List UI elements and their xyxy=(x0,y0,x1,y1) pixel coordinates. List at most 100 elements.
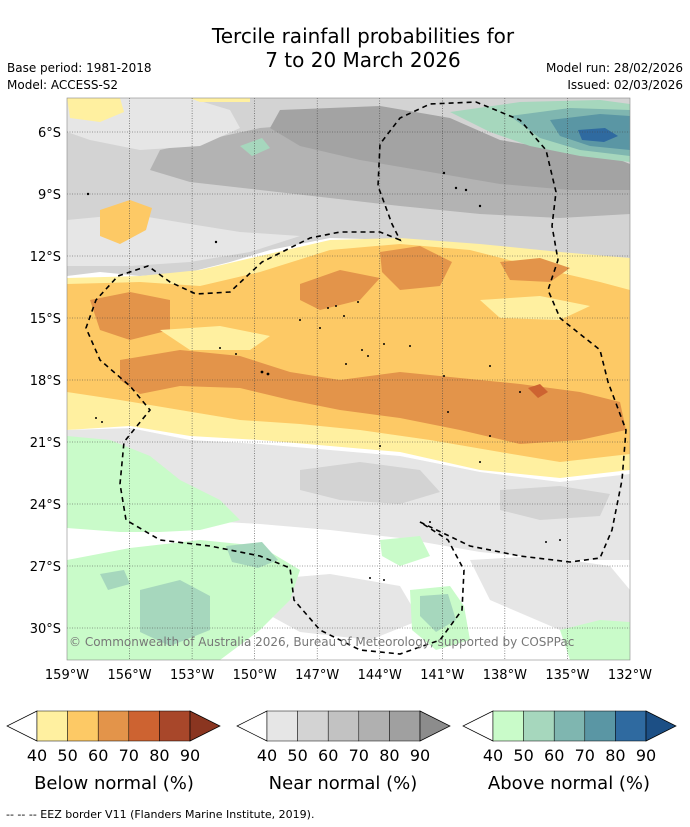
above-normal-patch-ne-darkest xyxy=(578,128,618,142)
legend-color-box xyxy=(67,710,99,742)
lon-tick-label: 144°W xyxy=(358,668,402,683)
legend-tick-label: 90 xyxy=(410,746,430,765)
lat-tick-label: 27°S xyxy=(30,560,61,575)
title-line-1: Tercile rainfall probabilities for xyxy=(211,24,515,48)
legend-extend-left xyxy=(236,710,268,742)
below-normal-strip-top xyxy=(190,98,250,102)
legend-tick-label: 80 xyxy=(605,746,625,765)
legend-title: Above normal (%) xyxy=(488,773,650,794)
map-area: © Commonwealth of Australia 2026, Bureau… xyxy=(67,98,630,660)
longitude-ticks: 159°W 156°W 153°W 150°W 147°W 144°W 141°W 138°W… xyxy=(45,668,652,683)
legend-tick-label: 60 xyxy=(88,746,108,765)
legend-color-box xyxy=(492,710,524,742)
legend-color-box xyxy=(97,710,130,742)
legend-tick-label: 90 xyxy=(180,746,200,765)
legend-extend-left xyxy=(6,710,38,742)
lat-tick-label: 12°S xyxy=(30,250,61,265)
legend-tick-label: 90 xyxy=(636,746,656,765)
legend-color-box xyxy=(523,710,555,742)
legend-tick-label: 70 xyxy=(575,746,595,765)
legend-tick-label: 60 xyxy=(544,746,564,765)
legend-title: Near normal (%) xyxy=(269,773,418,794)
legend-tick-label: 70 xyxy=(349,746,369,765)
eez-note: -- -- -- EEZ border V11 (Flanders Marine… xyxy=(6,808,315,821)
legend-color-box xyxy=(266,710,298,742)
below-normal-patch-nw xyxy=(67,98,124,122)
legend-0: 40 50 60 70 80 90 Below normal (%) xyxy=(6,710,221,794)
legend-tick-label: 40 xyxy=(27,746,47,765)
lat-tick-label: 9°S xyxy=(38,188,61,203)
below-normal-70-blob-1 xyxy=(90,292,170,340)
chart-title: Tercile rainfall probabilities for 7 to … xyxy=(0,24,690,72)
legend-tick-label: 80 xyxy=(149,746,169,765)
legend-tick-label: 40 xyxy=(483,746,503,765)
legend-color-box xyxy=(159,710,191,742)
lon-tick-label: 132°W xyxy=(608,668,652,683)
legend-color-box xyxy=(358,710,390,742)
legend-color-box xyxy=(615,710,647,742)
lat-tick-label: 21°S xyxy=(30,436,61,451)
lon-tick-label: 138°W xyxy=(483,668,527,683)
above-normal-small-patch xyxy=(240,138,270,156)
legend-color-box xyxy=(553,710,586,742)
above-normal-region-sw-mid-3 xyxy=(100,570,130,590)
near-normal-region-north-darker xyxy=(270,106,630,190)
legend-tick-label: 60 xyxy=(318,746,338,765)
lon-tick-label: 135°W xyxy=(545,668,589,683)
island-markers xyxy=(86,171,561,581)
legend-title: Below normal (%) xyxy=(34,773,194,794)
below-normal-80-spot xyxy=(528,384,548,398)
legend-extend-right xyxy=(189,710,221,742)
lon-tick-label: 147°W xyxy=(295,668,339,683)
legend-extend-right xyxy=(419,710,451,742)
near-normal-patches-far-south-2 xyxy=(470,556,630,640)
legend-tick-label: 40 xyxy=(257,746,277,765)
below-normal-70-blob-2 xyxy=(300,270,380,310)
legends: 40 50 60 70 80 90 Below normal (%) 40 50 60 70 80 90… xyxy=(6,710,677,794)
issued-text: Issued: 02/03/2026 xyxy=(567,78,683,92)
title-line-2: 7 to 20 March 2026 xyxy=(265,48,461,72)
legend-1: 40 50 60 70 80 90 Near normal (%) xyxy=(236,710,451,794)
legend-color-box xyxy=(36,710,68,742)
above-normal-region-sw-mid xyxy=(140,580,210,646)
lon-tick-label: 156°W xyxy=(107,668,151,683)
legend-color-box xyxy=(128,710,160,742)
lon-tick-label: 150°W xyxy=(233,668,277,683)
above-normal-region-se xyxy=(560,620,630,660)
legend-tick-label: 50 xyxy=(513,746,533,765)
legend-tick-label: 70 xyxy=(119,746,139,765)
copyright-text: © Commonwealth of Australia 2026, Bureau… xyxy=(69,635,574,649)
lon-tick-label: 141°W xyxy=(420,668,464,683)
legend-color-box xyxy=(389,710,421,742)
lon-tick-label: 153°W xyxy=(170,668,214,683)
below-normal-70-band-south xyxy=(120,350,626,444)
meta-right: Model run: 28/02/2026 Issued: 02/03/2026 xyxy=(546,60,683,94)
lat-tick-label: 24°S xyxy=(30,498,61,513)
model-run-text: Model run: 28/02/2026 xyxy=(545,61,683,75)
above-normal-region-s xyxy=(380,536,430,566)
legend-color-box xyxy=(297,710,329,742)
map-frame xyxy=(66,97,631,661)
legend-color-box xyxy=(327,710,360,742)
near-normal-region-north-dark xyxy=(150,120,630,218)
legend-2: 40 50 60 70 80 90 Above normal (%) xyxy=(462,710,677,794)
below-normal-light-patch-2 xyxy=(480,296,590,320)
lat-tick-label: 15°S xyxy=(30,312,61,327)
lat-tick-label: 30°S xyxy=(30,622,61,637)
lat-tick-label: 6°S xyxy=(38,126,61,141)
below-normal-patch-nw-2 xyxy=(100,200,152,244)
legend-extend-left xyxy=(462,710,494,742)
legend-extend-right xyxy=(645,710,677,742)
below-normal-70-blob-3 xyxy=(380,246,452,290)
latitude-ticks: 6°S 9°S 12°S 15°S 18°S 21°S 24°S 27°S 30°S xyxy=(30,126,61,637)
meta-left: Base period: 1981-2018 Model: ACCESS-S2 xyxy=(7,60,152,94)
base-period-text: Base period: 1981-2018 xyxy=(7,61,152,75)
near-normal-region-south-mid xyxy=(300,462,440,504)
legend-color-box xyxy=(584,710,616,742)
legend-tick-label: 50 xyxy=(57,746,77,765)
legend-tick-label: 80 xyxy=(379,746,399,765)
grid-lines xyxy=(67,98,630,660)
lat-tick-label: 18°S xyxy=(30,374,61,389)
near-normal-region-south-mid-2 xyxy=(500,486,610,520)
